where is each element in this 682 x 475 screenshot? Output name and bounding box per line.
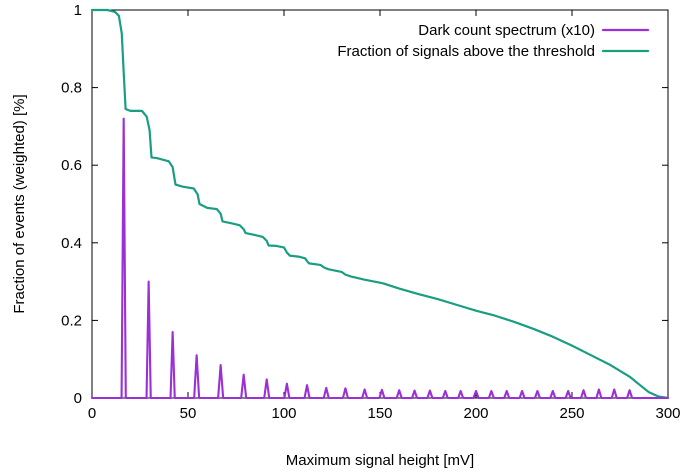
dark-count-peak-point — [306, 384, 308, 386]
series-layer — [90, 8, 670, 400]
dark-count-spectrum-series — [90, 117, 670, 400]
dark-count-peak-point — [475, 390, 477, 392]
y-tick-label: 0 — [74, 390, 82, 407]
ticks-layer: 0 50 100 150 200 250 300 0 0.2 0.4 0.6 0.8 1 — [61, 2, 680, 422]
dark-count-peak-point — [444, 390, 446, 392]
dark-count-peak-point — [243, 374, 245, 376]
legend: Dark count spectrum (x10) Fraction of sig… — [337, 22, 650, 60]
dark-count-peak-point — [266, 378, 268, 380]
dark-count-peak-point — [414, 390, 416, 392]
y-axis-title: Fraction of events (weighted) [%] — [11, 94, 28, 313]
dark-count-peak-point — [490, 390, 492, 392]
dark-count-peak-point — [220, 364, 222, 366]
dark-count-peak-point — [345, 387, 347, 389]
dark-count-peak-point — [286, 383, 288, 385]
x-axis-title: Maximum signal height [mV] — [286, 452, 474, 469]
dark-count-peak-point — [552, 390, 554, 392]
x-tick-label: 250 — [559, 405, 584, 422]
x-tick-label: 0 — [88, 405, 96, 422]
dark-count-peak-point — [381, 389, 383, 391]
dark-count-peak-point — [629, 389, 631, 391]
dark-count-peak-point — [123, 118, 125, 120]
x-tick-label: 100 — [271, 405, 296, 422]
x-tick-label: 300 — [655, 405, 680, 422]
y-tick-label: 1 — [74, 2, 82, 19]
x-tick-label: 50 — [180, 405, 197, 422]
x-tick-label: 200 — [463, 405, 488, 422]
dark-count-peak-point — [521, 390, 523, 392]
dark-count-peak-point — [613, 389, 615, 391]
dark-count-peak-point — [325, 387, 327, 389]
dark-count-peak-point — [148, 281, 150, 283]
dark-count-peak-point — [537, 390, 539, 392]
dark-count-peak-point — [398, 389, 400, 391]
legend-label-dark-count: Dark count spectrum (x10) — [418, 22, 595, 39]
threshold-fraction-series — [90, 8, 670, 400]
dark-count-peak-point — [460, 390, 462, 392]
y-tick-label: 0.6 — [61, 157, 82, 174]
dark-count-peak-point — [429, 390, 431, 392]
y-tick-label: 0.2 — [61, 312, 82, 329]
dark-count-peak-point — [506, 390, 508, 392]
x-tick-label: 150 — [367, 405, 392, 422]
dark-count-peak-point — [567, 390, 569, 392]
y-tick-label: 0.4 — [61, 235, 82, 252]
dark-count-peak-point — [172, 331, 174, 333]
dark-count-peak-point — [598, 389, 600, 391]
dark-count-peak-point — [196, 354, 198, 356]
y-tick-label: 0.8 — [61, 80, 82, 97]
dark-count-peak-point — [583, 389, 585, 391]
legend-label-threshold: Fraction of signals above the threshold — [337, 43, 595, 60]
dark-count-peak-point — [364, 389, 366, 391]
